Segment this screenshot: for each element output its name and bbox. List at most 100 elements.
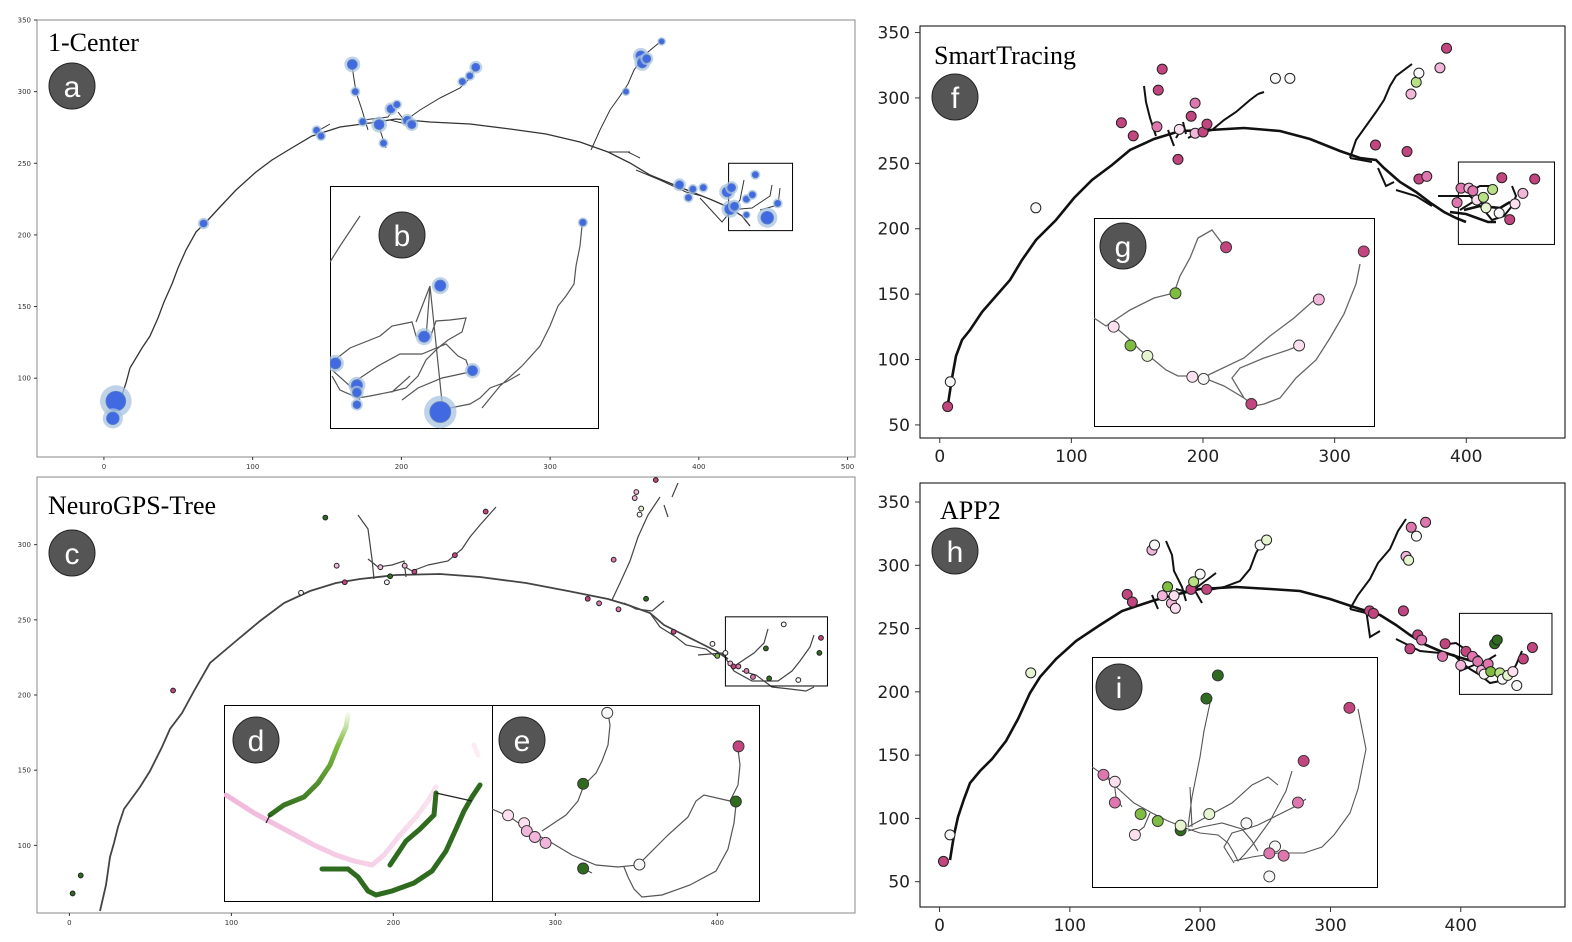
node-point [1156,63,1168,75]
node-point [1172,153,1184,165]
ticks-c: 0 100 200 300 400 100 150 200 250 300 [18,541,724,927]
inset-d-svg: d [224,705,493,902]
badge-label-i: i [1116,672,1123,705]
nodes-h [937,516,1538,867]
node-point [373,119,385,130]
badge-c [48,529,96,577]
node-point [411,568,418,575]
node-point [584,595,591,602]
inset-node-point [601,706,614,719]
node-point [471,62,481,72]
node-point [313,126,321,134]
y-tick-label: 150 [18,767,31,775]
panel-title-a: 1-Center [48,28,139,57]
x-tick-label: 200 [1187,447,1219,467]
node-point [1369,139,1381,151]
node-point [1529,173,1541,185]
badge-e [498,716,546,764]
inset-d-pink-trace [224,742,481,868]
node-point [322,514,329,521]
y-tick-label: 250 [878,154,910,174]
node-point [1126,596,1138,608]
inset-node-point [1211,669,1224,682]
node-point [1284,72,1296,84]
node-point [760,211,774,225]
node-point [452,552,458,559]
node-point [1480,202,1492,214]
node-point [1487,183,1499,195]
x-tick-label: 400 [692,463,705,471]
node-point [610,556,617,563]
node-point [1269,72,1281,84]
inset-node-point [1174,819,1187,832]
node-point [466,72,474,80]
inset-node-point [1108,775,1121,788]
node-point [615,606,622,613]
node-point [643,595,649,602]
neurite-trunk-h [948,585,1473,861]
node-point [106,411,120,426]
node-point [1189,97,1201,109]
node-point [1420,516,1432,528]
x-tick-label: 0 [102,463,106,471]
node-point [1455,659,1467,671]
node-point [652,477,659,483]
inset-node-point [1263,870,1276,883]
node-point [199,219,208,228]
node-point [750,674,756,680]
node-point [317,132,325,140]
node-point [1477,191,1489,203]
ticks-h: 0 100 200 300 400 50 100 150 200 250 300 350 [878,493,1477,936]
node-point [937,855,949,867]
node-point [658,38,665,45]
node-point [743,211,750,218]
badge-label-b: b [394,220,411,253]
node-point [1404,643,1416,655]
node-point [1173,123,1185,135]
node-point [383,579,390,586]
x-tick-label: 300 [543,463,556,471]
inset-g-svg: g [1094,218,1375,427]
inset-node-point [539,836,552,849]
badge-h [931,527,979,575]
y-tick-label: 200 [18,231,31,239]
panel-title-c: NeuroGPS-Tree [48,491,216,520]
node-point [714,653,721,659]
x-tick-label: 500 [841,463,854,471]
inset-node-point [1141,349,1154,362]
y-tick-label: 300 [18,88,31,96]
inset-node-point [1200,692,1213,705]
y-tick-label: 100 [878,351,910,371]
inset-node-point [1312,293,1325,306]
node-point [105,390,127,412]
inset-node-point [1128,828,1141,841]
node-point [1451,197,1463,209]
inset-b: b [330,186,599,429]
node-point [1149,539,1161,551]
inset-b-svg: b [330,186,599,429]
x-tick-label: 300 [549,919,562,927]
node-point [298,589,304,596]
node-point [1168,590,1180,602]
inset-node-point [1357,245,1370,258]
inset-i: i [1092,657,1378,888]
inset-node-point [330,357,342,370]
x-tick-label: 200 [387,919,400,927]
node-point [351,88,359,96]
inset-i-svg: i [1092,657,1378,888]
node-point [1410,76,1422,88]
node-point [1151,121,1163,133]
inset-node-point [633,858,646,871]
inset-node-point [418,330,431,343]
x-tick-label: 400 [711,919,724,927]
inset-node-point [729,795,742,808]
inset-d-connector [265,792,473,824]
nodes-a [99,37,783,429]
inset-node-point [1293,339,1306,352]
minus-tick: – [421,472,425,475]
node-point [780,621,787,628]
node-point [942,401,954,413]
inset-node-point [352,387,362,398]
inset-e: e [492,705,760,902]
node-point [1403,554,1415,566]
